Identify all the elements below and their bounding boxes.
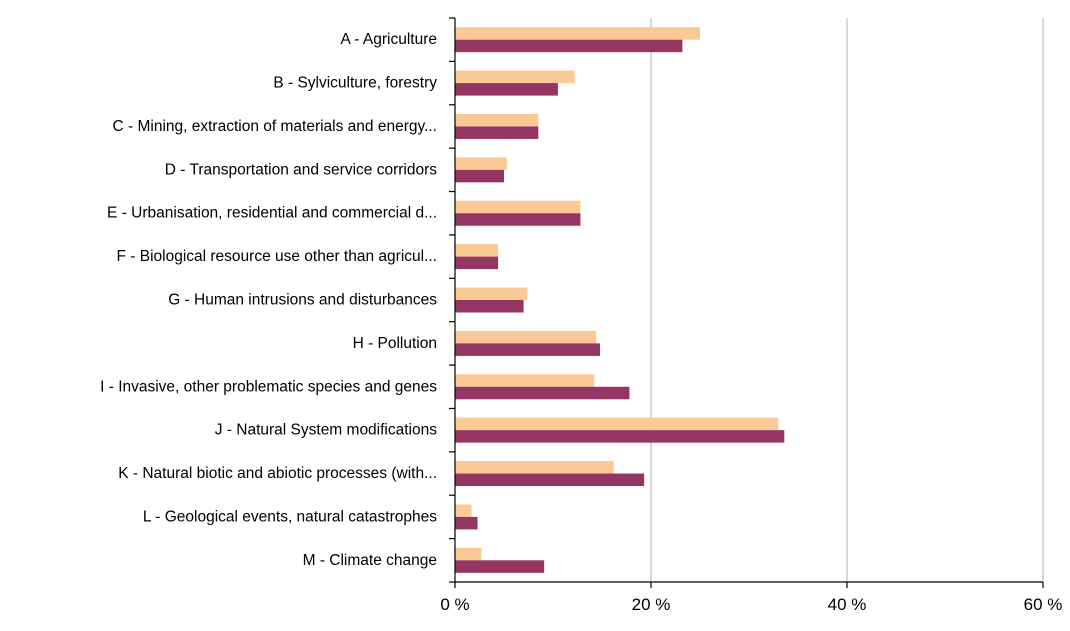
bar-c-series-1 <box>455 113 539 127</box>
bar-k-series-2 <box>455 473 645 487</box>
bar-k-series-1 <box>455 461 614 474</box>
category-label-f: F - Biological resource use other than a… <box>117 248 438 265</box>
category-label-g: G - Human intrusions and disturbances <box>168 292 437 309</box>
axes <box>449 17 1044 588</box>
bar-e-series-1 <box>455 200 581 214</box>
category-label-d: D - Transportation and service corridors <box>165 161 437 178</box>
x-tick-label-0: 0 % <box>440 595 469 614</box>
bar-b-series-2 <box>455 83 558 96</box>
category-label-m: M - Climate change <box>303 552 437 569</box>
gridlines <box>650 18 1044 582</box>
bar-f-series-2 <box>455 256 499 270</box>
category-label-l: L - Geological events, natural catastrop… <box>143 508 437 525</box>
bar-j-series-1 <box>455 417 779 431</box>
bar-g-series-1 <box>455 287 528 300</box>
bar-d-series-2 <box>455 169 504 183</box>
bars <box>455 27 785 573</box>
category-label-h: H - Pollution <box>353 335 437 352</box>
x-tick-labels: 0 % 20 % 40 % 60 % <box>440 595 1062 614</box>
category-labels: A - Agriculture B - Sylviculture, forestr… <box>100 31 437 569</box>
bar-h-series-1 <box>455 330 597 344</box>
x-tick-label-20: 20 % <box>632 595 671 614</box>
bar-g-series-2 <box>455 300 524 313</box>
bar-f-series-1 <box>455 244 499 257</box>
category-label-a: A - Agriculture <box>341 31 438 48</box>
category-label-k: K - Natural biotic and abiotic processes… <box>118 465 437 482</box>
bar-l-series-2 <box>455 516 478 530</box>
bar-h-series-2 <box>455 343 601 356</box>
bar-l-series-1 <box>455 504 472 517</box>
x-tick-label-40: 40 % <box>828 595 867 614</box>
category-label-b: B - Sylviculture, forestry <box>273 75 437 92</box>
bar-m-series-2 <box>455 560 545 573</box>
x-tick-label-60: 60 % <box>1024 595 1063 614</box>
bar-c-series-2 <box>455 126 539 139</box>
bar-i-series-2 <box>455 386 630 400</box>
category-label-c: C - Mining, extraction of materials and … <box>113 118 438 135</box>
bar-e-series-2 <box>455 213 581 226</box>
category-label-j: J - Natural System modifications <box>215 422 437 439</box>
category-label-i: I - Invasive, other problematic species … <box>100 378 437 395</box>
bar-j-series-2 <box>455 430 785 443</box>
category-label-e: E - Urbanisation, residential and commer… <box>107 205 437 222</box>
bar-a-series-1 <box>455 27 700 40</box>
bar-d-series-1 <box>455 157 507 170</box>
bar-a-series-2 <box>455 39 683 53</box>
bar-i-series-1 <box>455 374 595 387</box>
bar-b-series-1 <box>455 70 575 84</box>
bar-m-series-1 <box>455 547 482 561</box>
